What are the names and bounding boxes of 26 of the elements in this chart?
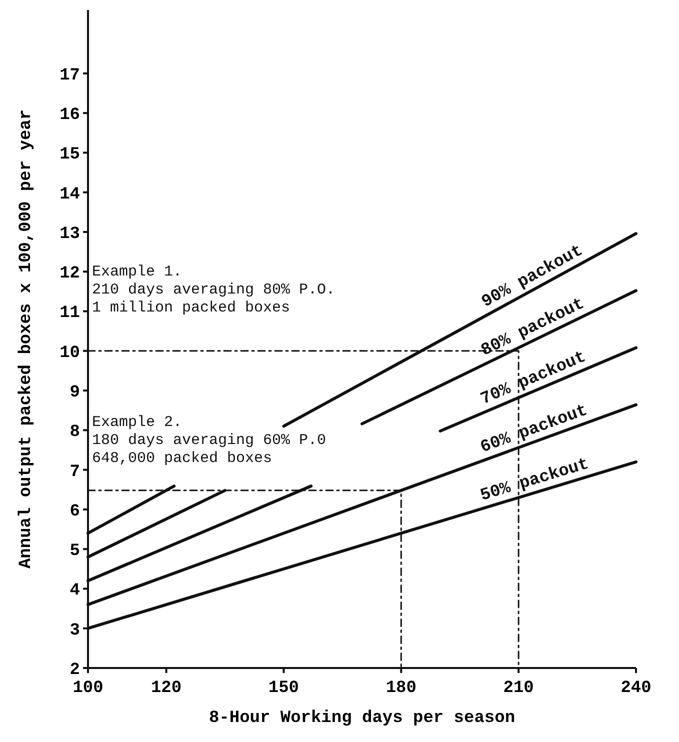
y-tick-label: 4 xyxy=(70,582,80,601)
x-tick-label: 100 xyxy=(72,679,104,698)
y-tick-label: 8 xyxy=(70,423,80,442)
annotation: Example 1. 210 days averaging 80% P.O. 1 million packed boxes xyxy=(92,264,336,317)
y-tick-label: 10 xyxy=(60,344,80,363)
y-tick-label: 14 xyxy=(60,185,80,204)
y-tick-label: 15 xyxy=(60,146,80,165)
x-tick-label: 240 xyxy=(620,679,652,698)
y-tick-label: 13 xyxy=(60,224,80,244)
annotation: Example 2. 180 days averaging 60% P.0 648,000 packed boxes xyxy=(92,414,326,468)
y-tick-label: 11 xyxy=(60,304,80,324)
x-axis-title: 8-Hour Working days per season xyxy=(208,709,516,728)
y-tick-label: 17 xyxy=(60,66,80,86)
x-tick-label: 180 xyxy=(386,679,416,698)
y-tick-label: 16 xyxy=(60,106,80,126)
y-tick-label: 9 xyxy=(70,383,80,402)
y-tick-label: 2 xyxy=(70,660,80,680)
y-tick-label: 3 xyxy=(70,621,80,640)
y-tick-label: 12 xyxy=(60,264,80,284)
x-tick-label: 210 xyxy=(503,679,534,698)
x-tick-label: 120 xyxy=(150,679,182,698)
y-tick-label: 5 xyxy=(70,542,80,562)
y-tick-label: 7 xyxy=(70,462,80,482)
y-axis-title: Annual output packed boxes x 100,000 per year xyxy=(17,109,36,569)
x-tick-label: 150 xyxy=(268,679,300,698)
y-tick-label: 6 xyxy=(70,502,80,522)
